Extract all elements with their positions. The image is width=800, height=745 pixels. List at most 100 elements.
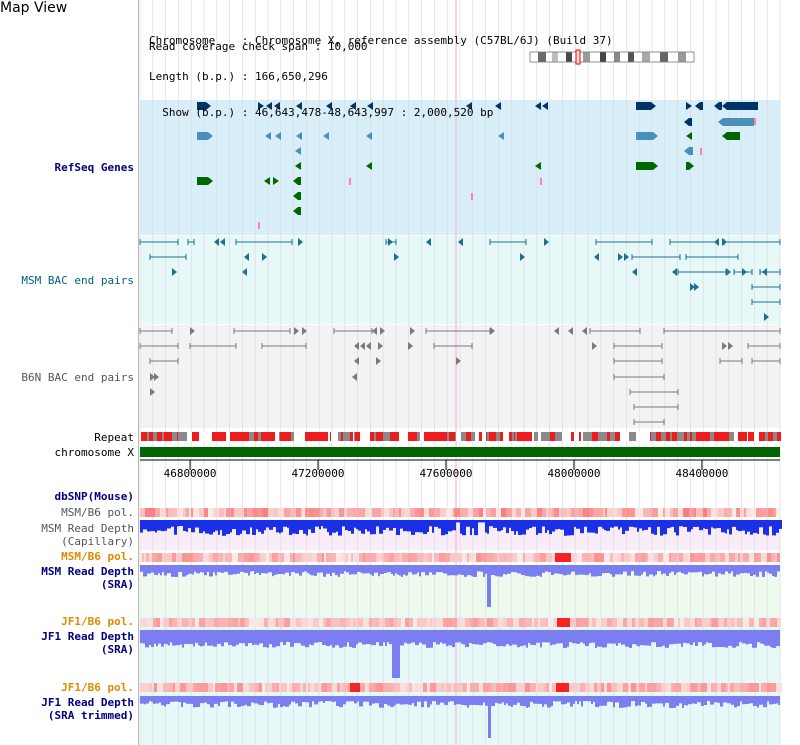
msm-depth-sra-bar [499, 565, 503, 577]
jf1-b6-pol-2-cell [154, 683, 157, 692]
msm-depth-cap-bar [644, 520, 648, 530]
b6n-bac-end [372, 327, 377, 335]
jf1-depth-2-bar [384, 696, 387, 704]
track-label-dbsnp[interactable]: dbSNP(Mouse) [54, 490, 134, 503]
msm-depth-cap-bar [629, 520, 631, 527]
msm-b6-pol-sra-cell [203, 553, 209, 562]
track-label-jf1-depth-2[interactable]: JF1 Read Depth [41, 696, 134, 709]
jf1-b6-pol-2-cell [193, 683, 196, 692]
repeat-segment [719, 432, 724, 441]
jf1-depth-2-bar [329, 696, 332, 702]
jf1-depth-1-bar [332, 630, 335, 648]
b6n-bac-end [592, 342, 597, 350]
msm-depth-sra-bar [631, 565, 634, 572]
jf1-depth-1-bar [728, 630, 732, 646]
msm-b6-pol-cap-cell [575, 508, 579, 517]
jf1-b6-pol-2-cell [367, 683, 369, 692]
repeat-segment [532, 432, 534, 441]
jf1-b6-pol-1-cell [169, 618, 172, 627]
msm-depth-sra-bar [666, 565, 669, 576]
jf1-b6-pol-1-cell [654, 618, 657, 627]
jf1-b6-pol-1-cell [156, 618, 160, 627]
msm-depth-sra-bar [542, 565, 545, 573]
jf1-b6-pol-1-cell [759, 618, 762, 627]
msm-depth-sra-bar [240, 565, 244, 572]
msm-b6-pol-cap-cell [486, 508, 491, 517]
jf1-depth-1-bar [690, 630, 693, 645]
jf1-depth-2-bar [659, 696, 663, 704]
msm-b6-pol-sra-cell [476, 553, 481, 562]
track-label-msm-b6-pol-sra[interactable]: MSM/B6 pol. [61, 550, 134, 563]
repeat-segment [479, 432, 480, 441]
repeat-segment [598, 432, 603, 441]
msm-depth-sra-bar [533, 565, 536, 577]
jf1-depth-1-bar [702, 630, 704, 646]
repeat-segment [238, 432, 240, 441]
msm-b6-pol-sra-cell [422, 553, 424, 562]
jf1-depth-2-bar [247, 696, 251, 707]
jf1-depth-2-bar [155, 696, 159, 704]
refseq-small-feature [754, 118, 756, 125]
jf1-depth-1-bar [301, 630, 303, 646]
jf1-b6-pol-2-cell [255, 683, 259, 692]
repeat-segment [738, 432, 743, 441]
jf1-b6-pol-1-cell [580, 618, 585, 627]
msm-b6-pol-sra-cell [218, 553, 223, 562]
msm-b6-pol-sra-cell [424, 553, 428, 562]
msm-depth-sra-bar [299, 565, 302, 576]
axis-tick-label: 47600000 [419, 467, 473, 480]
msm-depth-sra-bar [606, 565, 610, 573]
track-label-msm-b6-pol-cap[interactable]: MSM/B6 pol. [61, 506, 134, 519]
msm-depth-cap-bar [667, 520, 670, 529]
jf1-b6-pol-1-cell [524, 618, 526, 627]
msm-depth-sra-bar [202, 565, 204, 573]
track-label-msm-depth-cap[interactable]: MSM Read Depth [41, 522, 134, 535]
msm-b6-pol-sra-cell [690, 553, 694, 562]
msm-b6-pol-cap-cell [641, 508, 643, 517]
msm-bac-end [520, 253, 525, 261]
jf1-b6-pol-1-cell [708, 618, 710, 627]
msm-b6-pol-sra-cell [598, 553, 604, 562]
jf1-depth-1-bar [580, 630, 583, 643]
msm-depth-sra-bar [370, 565, 372, 575]
msm-b6-pol-sra-cell [715, 553, 720, 562]
msm-b6-pol-cap-cell [263, 508, 268, 517]
jf1-depth-2-bar [174, 696, 178, 702]
msm-b6-pol-cap-cell [750, 508, 756, 517]
msm-depth-sra-bar [525, 565, 527, 577]
msm-b6-pol-cap-cell [177, 508, 181, 517]
track-label-b6n-bac[interactable]: B6N BAC end pairs [21, 371, 134, 384]
msm-depth-cap-bar [456, 520, 460, 523]
jf1-b6-pol-1-cell [727, 618, 732, 627]
msm-depth-cap-bar [545, 520, 547, 533]
track-label-jf1-b6-pol-2[interactable]: JF1/B6 pol. [61, 681, 134, 694]
jf1-depth-2-bar [228, 696, 231, 707]
msm-bac-end [458, 238, 463, 246]
msm-b6-pol-cap-cell [617, 508, 622, 517]
jf1-b6-pol-2-cell [227, 683, 230, 692]
msm-depth-cap-bar [240, 520, 242, 534]
msm-depth-sra-bar [265, 565, 268, 574]
msm-depth-sra-bar [254, 565, 256, 575]
jf1-b6-pol-1-cell [205, 618, 210, 627]
msm-depth-cap-bar [757, 520, 759, 534]
msm-depth-cap-bar [564, 520, 567, 536]
msm-depth-cap-bar [434, 520, 438, 527]
msm-depth-cap-bar [763, 520, 766, 535]
jf1-depth-1-bar [311, 630, 314, 646]
jf1-depth-2-bar [745, 696, 749, 704]
jf1-depth-2-bar [699, 696, 701, 703]
msm-depth-cap-bar [411, 520, 415, 535]
track-label-msm-bac[interactable]: MSM BAC end pairs [21, 274, 134, 287]
track-label-refseq[interactable]: RefSeq Genes [54, 161, 134, 174]
msm-b6-pol-sra-cell [777, 553, 780, 562]
track-label-jf1-depth-1[interactable]: JF1 Read Depth [41, 630, 134, 643]
jf1-b6-pol-2-cell [636, 683, 639, 692]
msm-depth-cap-bar [205, 520, 209, 534]
track-label-msm-depth-sra[interactable]: MSM Read Depth [41, 565, 134, 578]
track-label-jf1-b6-pol-1[interactable]: JF1/B6 pol. [61, 615, 134, 628]
jf1-b6-pol-2-cell [196, 683, 202, 692]
jf1-depth-1-bar [576, 630, 580, 644]
msm-depth-cap-bar [167, 520, 171, 529]
